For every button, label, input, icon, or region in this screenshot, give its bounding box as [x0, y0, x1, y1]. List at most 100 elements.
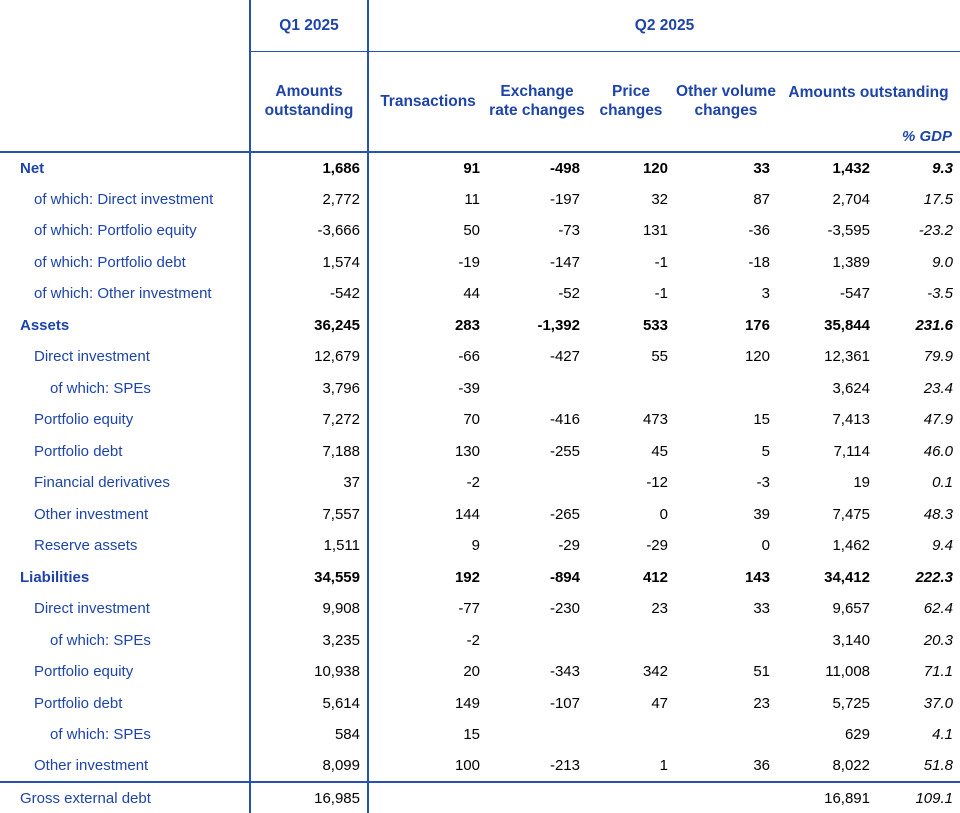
cell-other-volume-changes: -3 — [756, 474, 770, 492]
cell-amounts-outstanding: 9,657 — [832, 600, 870, 618]
cell-exchange-rate-changes: -1,392 — [537, 316, 580, 334]
cell-exchange-rate-changes — [487, 781, 587, 813]
table-row: Financial derivatives 37 -2 -12 -3 19 0.1 — [0, 467, 960, 499]
cell-other-volume-changes — [675, 625, 777, 657]
cell-price-changes: -1 — [654, 253, 668, 271]
row-label: Direct investment — [34, 348, 150, 366]
cell-other-volume-changes: 33 — [753, 600, 770, 618]
cell-exchange-rate-changes: -265 — [549, 505, 580, 523]
row-label: Financial derivatives — [34, 474, 170, 492]
table-row: of which: Portfolio equity -3,666 50 -73 131… — [0, 215, 960, 247]
cell-exchange-rate-changes: -197 — [549, 190, 580, 208]
cell-price-changes: 473 — [642, 411, 668, 429]
cell-exchange-rate-changes: -147 — [549, 253, 580, 271]
cell-price-changes: 533 — [642, 316, 668, 334]
cell-pct-gdp: 46.0 — [923, 442, 953, 460]
cell-pct-gdp: 71.1 — [923, 663, 953, 681]
cell-pct-gdp: 17.5 — [923, 190, 953, 208]
cell-amounts-outstanding: 11,008 — [825, 663, 870, 681]
cell-transactions: 144 — [367, 498, 487, 530]
gross-external-debt-row: Gross external debt 16,985 16,891 109.1 — [0, 781, 960, 813]
q2-2025-header: Q2 2025 — [367, 0, 960, 52]
cell-other-volume-changes: 87 — [753, 190, 770, 208]
cell-transactions: 130 — [367, 435, 487, 467]
cell-q1-amounts-outstanding: 7,272 — [249, 404, 368, 436]
cell-transactions: -2 — [367, 467, 487, 499]
cell-other-volume-changes: 0 — [761, 537, 770, 555]
cell-q1-amounts-outstanding: 2,772 — [249, 183, 368, 215]
cell-price-changes: -29 — [646, 537, 668, 555]
table-row: of which: SPEs 3,796 -39 3,624 23.4 — [0, 372, 960, 405]
table-row: of which: Other investment -542 44 -52 -1 3 -5… — [0, 278, 960, 310]
cell-exchange-rate-changes: -416 — [549, 411, 580, 429]
row-label: Gross external debt — [0, 781, 250, 813]
cell-transactions: -77 — [367, 593, 487, 625]
cell-amounts-outstanding: -547 — [839, 285, 870, 303]
cell-transactions: 70 — [367, 404, 487, 436]
cell-exchange-rate-changes: -73 — [558, 222, 580, 240]
corner-cell — [0, 0, 250, 51]
table-row: Other investment 8,099 100 -213 1 36 8,022 51.8 — [0, 750, 960, 782]
cell-other-volume-changes: 39 — [753, 505, 770, 523]
row-label: Direct investment — [34, 600, 150, 618]
exchange-rate-changes-header: Exchange rate changes — [487, 51, 587, 153]
cell-q1-amounts-outstanding: 1,511 — [249, 530, 368, 562]
cell-other-volume-changes — [675, 719, 777, 751]
cell-amounts-outstanding: 7,413 — [832, 411, 870, 429]
label-column-header — [0, 51, 250, 153]
cell-amounts-outstanding: 5,725 — [832, 694, 870, 712]
cell-pct-gdp: 109.1 — [877, 781, 960, 813]
cell-q1-amounts-outstanding: 7,188 — [249, 435, 368, 467]
cell-other-volume-changes: 5 — [761, 442, 770, 460]
table-row: of which: SPEs 584 15 629 4.1 — [0, 719, 960, 751]
row-label: Portfolio debt — [34, 694, 123, 712]
cell-other-volume-changes — [675, 373, 777, 405]
cell-price-changes: 55 — [651, 348, 668, 366]
cell-other-volume-changes — [675, 781, 777, 813]
cell-q1-amounts-outstanding: 36,245 — [249, 309, 368, 341]
table-row: Portfolio debt 7,188 130 -255 45 5 7,114 46.0 — [0, 435, 960, 467]
cell-amounts-outstanding: 7,475 — [832, 505, 870, 523]
cell-other-volume-changes: 176 — [744, 316, 770, 334]
cell-exchange-rate-changes — [487, 625, 587, 657]
table-row: Portfolio equity 7,272 70 -416 473 15 7,413 47.… — [0, 404, 960, 436]
cell-other-volume-changes: 51 — [753, 663, 770, 681]
cell-pct-gdp: 4.1 — [932, 726, 953, 744]
cell-q1-amounts-outstanding: 34,559 — [249, 561, 368, 593]
row-label: Other investment — [34, 757, 149, 775]
cell-q1-amounts-outstanding: -3,666 — [249, 215, 368, 247]
cell-exchange-rate-changes: -498 — [549, 159, 580, 177]
cell-exchange-rate-changes — [487, 467, 587, 499]
table-row: Liabilities 34,559 192 -894 412 143 34,412 222.… — [0, 561, 960, 593]
cell-price-changes: 47 — [651, 694, 668, 712]
cell-price-changes: 32 — [651, 190, 668, 208]
row-label: of which: SPEs — [50, 726, 151, 744]
table-row: Direct investment 9,908 -77 -230 23 33 9,657 62… — [0, 593, 960, 625]
cell-q1-amounts-outstanding: 12,679 — [249, 341, 368, 373]
cell-pct-gdp: 23.4 — [923, 379, 953, 397]
cell-price-changes — [587, 781, 675, 813]
cell-other-volume-changes: 120 — [744, 348, 770, 366]
cell-other-volume-changes: 33 — [753, 159, 770, 177]
cell-pct-gdp: 79.9 — [923, 348, 953, 366]
cell-transactions: 192 — [367, 561, 487, 593]
cell-exchange-rate-changes: -255 — [549, 442, 580, 460]
cell-exchange-rate-changes: -343 — [549, 663, 580, 681]
cell-exchange-rate-changes — [487, 373, 587, 405]
cell-price-changes: 1 — [659, 757, 668, 775]
cell-price-changes: 131 — [642, 222, 668, 240]
q1-2025-header: Q1 2025 — [249, 0, 368, 52]
row-label: of which: Direct investment — [34, 190, 214, 208]
row-label: of which: Portfolio equity — [34, 222, 197, 240]
table-row: of which: Portfolio debt 1,574 -19 -147 -1 -1… — [0, 246, 960, 278]
cell-amounts-outstanding: 1,432 — [832, 159, 870, 177]
cell-q1-amounts-outstanding: 7,557 — [249, 498, 368, 530]
cell-pct-gdp: 51.8 — [923, 757, 953, 775]
cell-price-changes: 412 — [642, 568, 668, 586]
row-label: Liabilities — [20, 568, 90, 586]
cell-price-changes: 23 — [651, 600, 668, 618]
pct-gdp-label: % GDP — [901, 127, 952, 145]
row-label: Other investment — [34, 505, 149, 523]
cell-other-volume-changes: 15 — [753, 411, 770, 429]
